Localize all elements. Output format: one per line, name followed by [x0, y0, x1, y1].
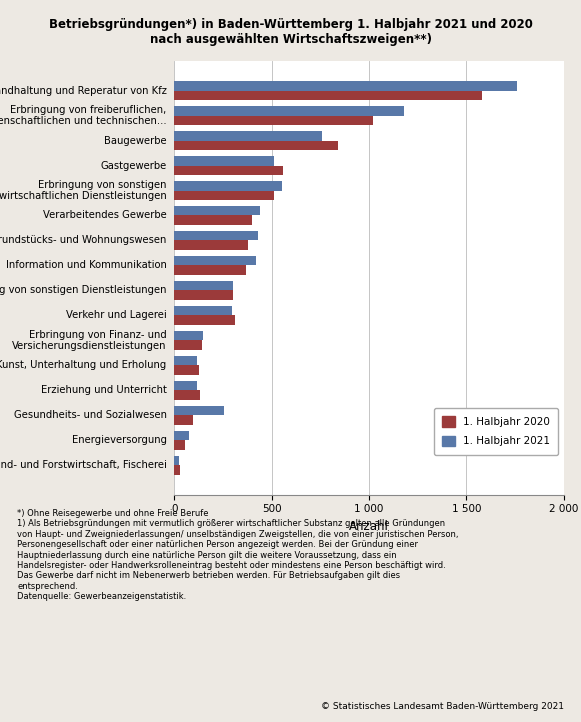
Bar	[174, 90, 482, 100]
Text: Energieversorgung: Energieversorgung	[71, 435, 167, 445]
Text: Betriebsgründungen*) in Baden-Württemberg 1. Halbjahr 2021 und 2020
nach ausgewä: Betriebsgründungen*) in Baden-Württember…	[49, 18, 532, 46]
Bar	[174, 440, 185, 450]
Bar	[174, 215, 252, 225]
Bar	[174, 165, 284, 175]
Bar	[174, 391, 200, 400]
Bar	[174, 365, 199, 375]
Bar	[174, 356, 197, 365]
Text: Information und Kommunikation: Information und Kommunikation	[6, 261, 167, 271]
Bar	[174, 240, 248, 250]
Bar	[174, 191, 274, 200]
Legend: 1. Halbjahr 2020, 1. Halbjahr 2021: 1. Halbjahr 2020, 1. Halbjahr 2021	[434, 408, 558, 455]
Text: Verkehr und Lagerei: Verkehr und Lagerei	[66, 310, 167, 321]
Text: Gesundheits- und Sozialwesen: Gesundheits- und Sozialwesen	[13, 410, 167, 420]
Text: Baugewerbe: Baugewerbe	[104, 136, 167, 146]
Text: © Statistisches Landesamt Baden-Württemberg 2021: © Statistisches Landesamt Baden-Württemb…	[321, 703, 564, 711]
Bar	[174, 256, 256, 266]
Bar	[174, 156, 274, 165]
Text: Erziehung und Unterricht: Erziehung und Unterricht	[41, 386, 167, 396]
Bar	[174, 141, 338, 150]
Text: Erbringung von Finanz- und
Versicherungsdienstleistungen: Erbringung von Finanz- und Versicherungs…	[12, 330, 167, 351]
Text: Kunst, Unterhaltung und Erholung: Kunst, Unterhaltung und Erholung	[0, 360, 167, 370]
Bar	[174, 415, 193, 425]
Text: Handel, Instandhaltung und Reperatur von Kfz: Handel, Instandhaltung und Reperatur von…	[0, 85, 167, 95]
Bar	[174, 466, 180, 475]
Bar	[174, 331, 203, 341]
Text: Verarbeitendes Gewerbe: Verarbeitendes Gewerbe	[43, 211, 167, 220]
Bar	[174, 116, 373, 125]
Bar	[174, 281, 232, 290]
Bar	[174, 231, 258, 240]
Text: Erbringung von freiberuflichen,
wissenschaftlichen und technischen...: Erbringung von freiberuflichen, wissensc…	[0, 105, 167, 126]
Bar	[174, 181, 282, 191]
Text: Land- und Forstwirtschaft, Fischerei: Land- und Forstwirtschaft, Fischerei	[0, 461, 167, 471]
X-axis label: Anzahl: Anzahl	[349, 520, 389, 533]
Bar	[174, 316, 235, 325]
Bar	[174, 406, 224, 415]
Text: Gastgewerbe: Gastgewerbe	[101, 160, 167, 170]
Text: Grundstücks- und Wohnungswesen: Grundstücks- und Wohnungswesen	[0, 235, 167, 245]
Bar	[174, 431, 189, 440]
Bar	[174, 341, 202, 350]
Bar	[174, 131, 322, 141]
Bar	[174, 306, 232, 316]
Text: Erbringung von sonstigen Dienstleistungen: Erbringung von sonstigen Dienstleistunge…	[0, 285, 167, 295]
Bar	[174, 206, 260, 215]
Text: *) Ohne Reisegewerbe und ohne Freie Berufe
1) Als Betriebsgründungen mit vermutl: *) Ohne Reisegewerbe und ohne Freie Beru…	[17, 509, 459, 601]
Bar	[174, 106, 404, 116]
Bar	[174, 81, 517, 90]
Bar	[174, 456, 179, 466]
Bar	[174, 266, 246, 275]
Bar	[174, 381, 197, 391]
Bar	[174, 290, 232, 300]
Text: Erbringung von sonstigen
wirtschaftlichen Dienstleistungen: Erbringung von sonstigen wirtschaftliche…	[0, 180, 167, 201]
